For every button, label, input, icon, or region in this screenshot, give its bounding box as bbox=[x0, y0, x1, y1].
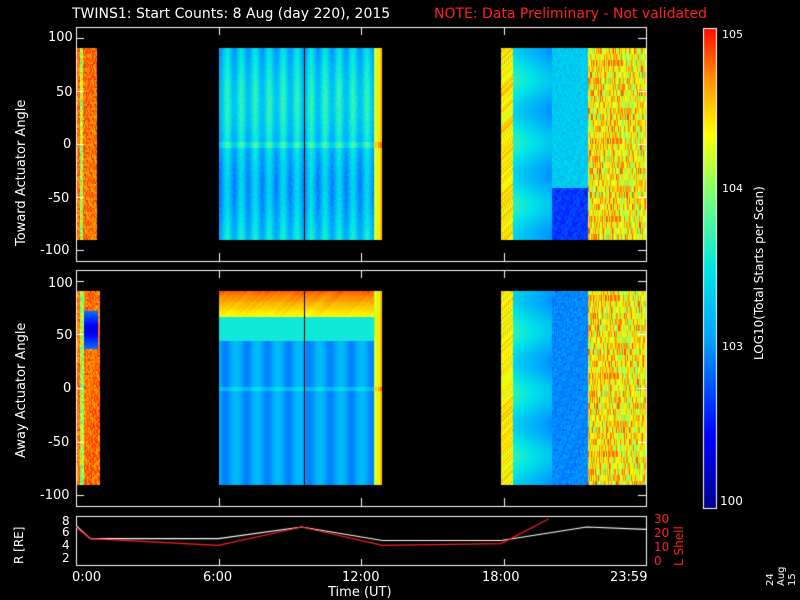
cbar-tick-top: 105 bbox=[722, 28, 743, 41]
colorbar-label: LOG10(Total Starts per Scan) bbox=[752, 186, 766, 360]
xtick-0600: 6:00 bbox=[203, 570, 233, 585]
date-stamp: 24 Aug 15 bbox=[765, 566, 798, 586]
r-tick-6: 6 bbox=[62, 525, 70, 539]
toward-ytick-neg50: -50 bbox=[48, 191, 70, 206]
away-ytick-neg50: -50 bbox=[48, 435, 70, 450]
toward-ytick-50: 50 bbox=[56, 85, 73, 100]
radius-label: R [RE] bbox=[12, 526, 26, 564]
away-ytick-0: 0 bbox=[63, 381, 72, 396]
preliminary-note: NOTE: Data Preliminary - Not validated bbox=[434, 6, 708, 22]
toward-ytick-neg100: -100 bbox=[40, 243, 70, 258]
l-tick-30: 30 bbox=[654, 512, 670, 526]
away-ytick-neg100: -100 bbox=[40, 488, 70, 503]
xtick-0000: 0:00 bbox=[72, 570, 102, 585]
cbar-tick-3: 103 bbox=[722, 340, 743, 353]
r-tick-2: 2 bbox=[62, 551, 70, 565]
cbar-tick-4: 104 bbox=[722, 182, 743, 195]
r-tick-4: 4 bbox=[62, 538, 70, 552]
away-angle-label: Away Actuator Angle bbox=[14, 322, 29, 458]
chart-title: TWINS1: Start Counts: 8 Aug (day 220), 2… bbox=[72, 6, 391, 22]
toward-ytick-0: 0 bbox=[63, 137, 72, 152]
away-ytick-50: 50 bbox=[56, 328, 73, 343]
l-tick-0: 0 bbox=[654, 554, 662, 568]
away-ytick-100: 100 bbox=[48, 276, 73, 291]
xtick-2359: 23:59 bbox=[610, 570, 648, 585]
toward-ytick-100: 100 bbox=[48, 30, 73, 45]
xtick-1800: 18:00 bbox=[482, 570, 520, 585]
toward-angle-label: Toward Actuator Angle bbox=[14, 99, 29, 246]
xtick-1200: 12:00 bbox=[342, 570, 380, 585]
lshell-label: L Shell bbox=[672, 526, 686, 566]
cbar-tick-100: 100 bbox=[720, 494, 743, 508]
x-axis-label: Time (UT) bbox=[328, 585, 392, 600]
l-tick-20: 20 bbox=[654, 526, 670, 540]
l-tick-10: 10 bbox=[654, 540, 670, 554]
r-tick-8: 8 bbox=[62, 514, 70, 528]
